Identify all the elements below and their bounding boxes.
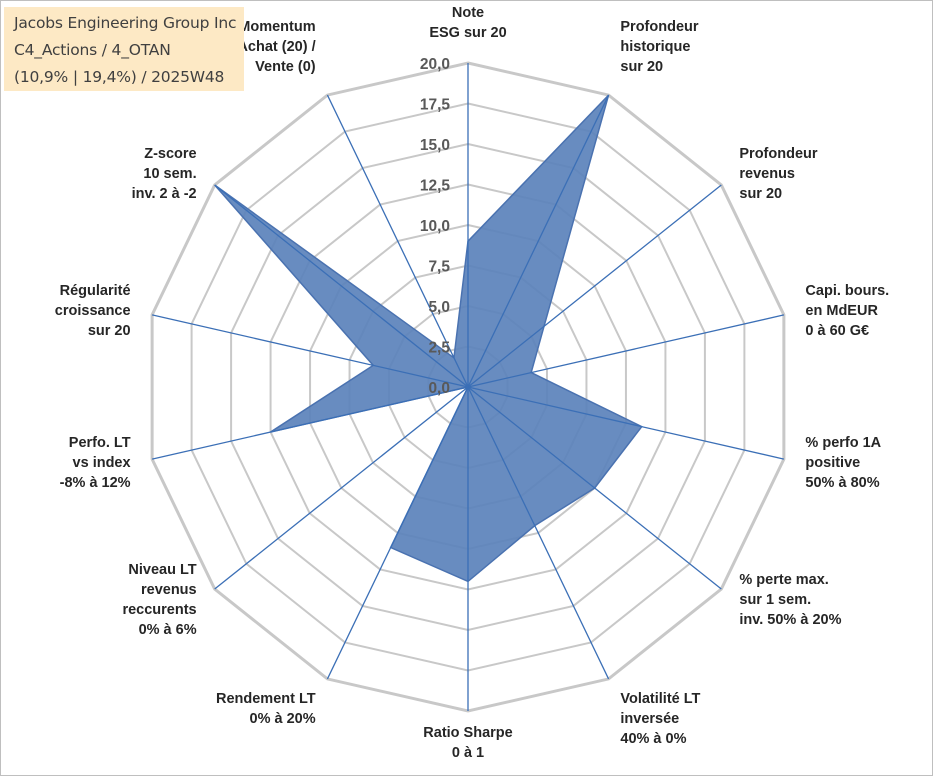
axis-label-line: 0 à 1 bbox=[452, 745, 484, 761]
axis-label-line: inv. 50% à 20% bbox=[739, 612, 841, 628]
axis-label-line: ESG sur 20 bbox=[429, 25, 506, 41]
axis-label: % perfo 1A positive 50% à 80% bbox=[805, 435, 881, 491]
radial-tick-labels: 0,0 2,5 5,0 7,5 10,0 12,5 15,0 17,5 20,0 bbox=[420, 56, 451, 397]
axis-label-line: Perfo. LT bbox=[69, 435, 131, 451]
axis-label: Rendement LT 0% à 20% bbox=[216, 691, 316, 727]
radar-series bbox=[214, 94, 643, 583]
axis-label-line: croissance bbox=[55, 303, 131, 319]
axis-label-line: Rendement LT bbox=[216, 691, 316, 707]
axis-label-line: 0% à 6% bbox=[139, 622, 197, 638]
axis-label-line: sur 20 bbox=[620, 59, 663, 75]
axis-label-line: sur 20 bbox=[88, 323, 131, 339]
axis-label-line: inv. 2 à -2 bbox=[132, 186, 197, 202]
axis-label-line: revenus bbox=[739, 166, 795, 182]
axis-spoke bbox=[467, 386, 785, 460]
category-label: C4_Actions / 4_OTAN bbox=[14, 41, 171, 59]
axis-spoke bbox=[467, 94, 610, 388]
tick-label: 15,0 bbox=[420, 137, 450, 154]
axis-label-line: 40% à 0% bbox=[620, 731, 686, 747]
tick-label: 7,5 bbox=[428, 259, 450, 276]
axis-label: % perte max. sur 1 sem. inv. 50% à 20% bbox=[739, 572, 841, 628]
axis-label-line: sur 20 bbox=[739, 186, 782, 202]
axis-label-line: Z-score bbox=[144, 146, 196, 162]
axis-label-line: revenus bbox=[141, 582, 197, 598]
axis-label: Momentum Achat (20) / Vente (0) bbox=[237, 19, 315, 75]
company-name: Jacobs Engineering Group Inc bbox=[14, 14, 237, 32]
axis-spoke bbox=[326, 386, 469, 680]
axis-spoke bbox=[467, 386, 610, 680]
axis-label-line: Ratio Sharpe bbox=[423, 725, 512, 741]
axis-label-line: % perte max. bbox=[739, 572, 828, 588]
tick-label: 2,5 bbox=[428, 340, 450, 357]
axis-label-line: Momentum bbox=[238, 19, 315, 35]
axis-label-line: Régularité bbox=[60, 283, 131, 299]
tick-label: 10,0 bbox=[420, 218, 450, 235]
axis-label-line: 10 sem. bbox=[143, 166, 196, 182]
axis-label: Capi. bours. en MdEUR 0 à 60 G€ bbox=[805, 283, 889, 339]
tick-label: 0,0 bbox=[428, 380, 450, 397]
info-box: Jacobs Engineering Group Inc C4_Actions … bbox=[4, 7, 244, 91]
axis-label-line: Profondeur bbox=[739, 146, 817, 162]
axis-label-line: Capi. bours. bbox=[805, 283, 889, 299]
axis-label: Niveau LT revenus reccurents 0% à 6% bbox=[122, 562, 196, 638]
axis-label-line: Profondeur bbox=[620, 19, 698, 35]
radar-spokes bbox=[151, 63, 785, 711]
axis-spoke bbox=[326, 94, 469, 388]
axis-label-line: reccurents bbox=[122, 602, 196, 618]
axis-label-line: -8% à 12% bbox=[60, 475, 131, 491]
axis-label: Volatilité LT inversée 40% à 0% bbox=[620, 691, 700, 747]
axis-spoke bbox=[151, 386, 469, 460]
axis-labels: Note ESG sur 20 Profondeur historique sur 20… bbox=[55, 5, 889, 761]
axis-spoke bbox=[214, 386, 469, 590]
axis-spoke bbox=[467, 314, 785, 388]
axis-label-line: Niveau LT bbox=[128, 562, 196, 578]
axis-label-line: vs index bbox=[73, 455, 131, 471]
axis-spoke bbox=[467, 386, 722, 590]
tick-label: 12,5 bbox=[420, 178, 451, 195]
axis-label: Profondeur historique sur 20 bbox=[620, 19, 698, 75]
axis-label-line: 50% à 80% bbox=[805, 475, 879, 491]
axis-label-line: en MdEUR bbox=[805, 303, 878, 319]
axis-label-line: 0 à 60 G€ bbox=[805, 323, 869, 339]
axis-label-line: positive bbox=[805, 455, 860, 471]
radar-area bbox=[214, 94, 643, 583]
axis-label-line: sur 1 sem. bbox=[739, 592, 811, 608]
axis-label: Profondeur revenus sur 20 bbox=[739, 146, 817, 202]
axis-label-line: Note bbox=[452, 5, 484, 21]
axis-label-line: Vente (0) bbox=[255, 59, 316, 75]
tick-label: 20,0 bbox=[420, 56, 450, 73]
axis-label: Note ESG sur 20 bbox=[429, 5, 506, 41]
axis-spoke bbox=[467, 184, 722, 388]
stats-label: (10,9% | 19,4%) / 2025W48 bbox=[14, 68, 225, 86]
axis-label: Régularité croissance sur 20 bbox=[55, 283, 131, 339]
axis-label: Ratio Sharpe 0 à 1 bbox=[423, 725, 512, 761]
axis-spoke bbox=[214, 184, 469, 388]
axis-label-line: inversée bbox=[620, 711, 679, 727]
tick-label: 17,5 bbox=[420, 97, 451, 114]
axis-label: Perfo. LT vs index -8% à 12% bbox=[60, 435, 131, 491]
axis-label-line: Achat (20) / bbox=[237, 39, 315, 55]
axis-spoke bbox=[151, 314, 469, 388]
tick-label: 5,0 bbox=[428, 299, 450, 316]
axis-label: Z-score 10 sem. inv. 2 à -2 bbox=[132, 146, 197, 202]
axis-label-line: Volatilité LT bbox=[620, 691, 700, 707]
axis-label-line: historique bbox=[620, 39, 690, 55]
axis-label-line: 0% à 20% bbox=[250, 711, 316, 727]
axis-label-line: % perfo 1A bbox=[805, 435, 881, 451]
